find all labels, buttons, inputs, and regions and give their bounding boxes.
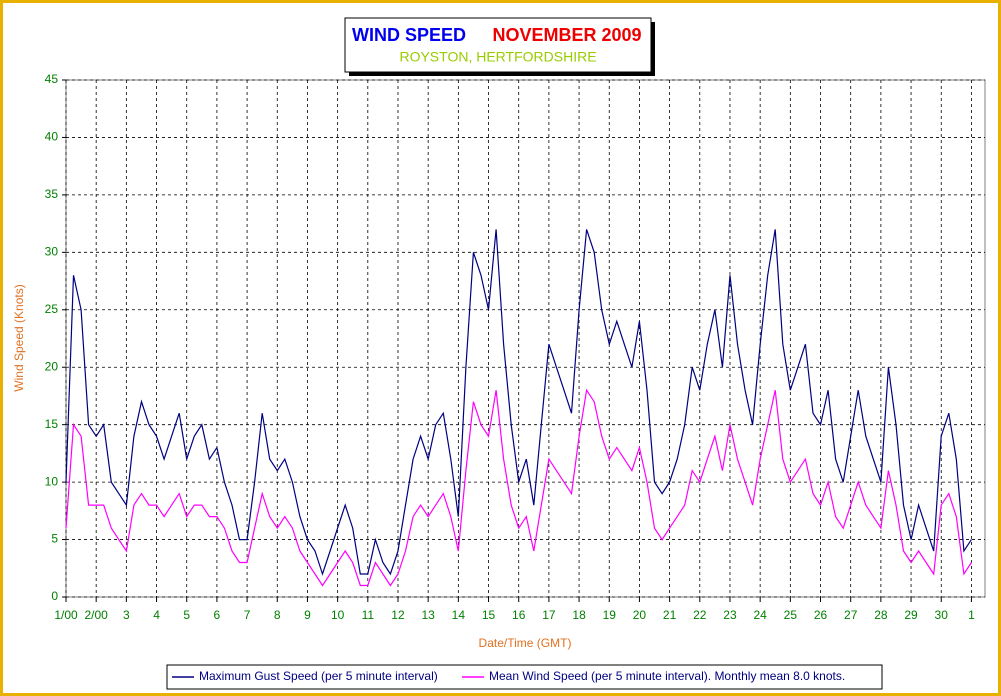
chart-subtitle: ROYSTON, HERTFORDSHIRE: [399, 49, 596, 65]
y-tick-label: 10: [45, 474, 59, 488]
y-tick-label: 5: [51, 532, 58, 546]
series-line: [65, 388, 972, 587]
x-tick-label: 19: [603, 608, 617, 622]
y-tick-label: 25: [45, 302, 59, 316]
plot-area: [65, 79, 986, 598]
y-tick-label: 45: [45, 72, 59, 86]
y-tick-label: 30: [45, 245, 59, 259]
legend-label: Maximum Gust Speed (per 5 minute interva…: [199, 669, 438, 683]
x-tick-label: 9: [304, 608, 311, 622]
x-tick-label: 26: [814, 608, 828, 622]
x-tick-label: 7: [244, 608, 251, 622]
y-tick-label: 0: [51, 589, 58, 603]
x-tick-label: 23: [723, 608, 737, 622]
x-tick-label: 13: [421, 608, 435, 622]
x-tick-label: 30: [935, 608, 949, 622]
x-axis-label: Date/Time (GMT): [479, 636, 572, 650]
x-tick-label: 17: [542, 608, 556, 622]
x-tick-label: 1: [968, 608, 975, 622]
x-tick-label: 12: [391, 608, 405, 622]
x-tick-label: 25: [784, 608, 798, 622]
chart-title-date: NOVEMBER 2009: [492, 25, 641, 45]
x-tick-label: 5: [183, 608, 190, 622]
y-tick-label: 15: [45, 417, 59, 431]
legend: [166, 664, 883, 690]
x-tick-label: 8: [274, 608, 281, 622]
x-tick-label: 2/00: [85, 608, 109, 622]
series-line: [65, 229, 972, 576]
y-tick-label: 40: [45, 130, 59, 144]
x-tick-label: 27: [844, 608, 858, 622]
x-tick-label: 28: [874, 608, 888, 622]
y-tick-label: 35: [45, 187, 59, 201]
x-tick-label: 21: [663, 608, 677, 622]
x-tick-label: 20: [633, 608, 647, 622]
y-tick-label: 20: [45, 359, 59, 373]
title-box: [344, 17, 652, 73]
x-tick-label: 29: [904, 608, 918, 622]
x-tick-label: 4: [153, 608, 160, 622]
x-tick-label: 22: [693, 608, 707, 622]
x-tick-label: 24: [753, 608, 767, 622]
x-tick-label: 14: [452, 608, 466, 622]
x-tick-label: 3: [123, 608, 130, 622]
x-tick-label: 18: [572, 608, 586, 622]
y-axis-label: Wind Speed (Knots): [12, 284, 26, 391]
x-tick-label: 6: [214, 608, 221, 622]
x-tick-label: 11: [362, 608, 375, 622]
x-tick-label: 15: [482, 608, 496, 622]
x-tick-label: 16: [512, 608, 526, 622]
legend-label: Mean Wind Speed (per 5 minute interval).…: [489, 669, 845, 683]
x-tick-label: 1/00: [54, 608, 78, 622]
chart-title: WIND SPEED: [352, 25, 466, 45]
x-tick-label: 10: [331, 608, 345, 622]
